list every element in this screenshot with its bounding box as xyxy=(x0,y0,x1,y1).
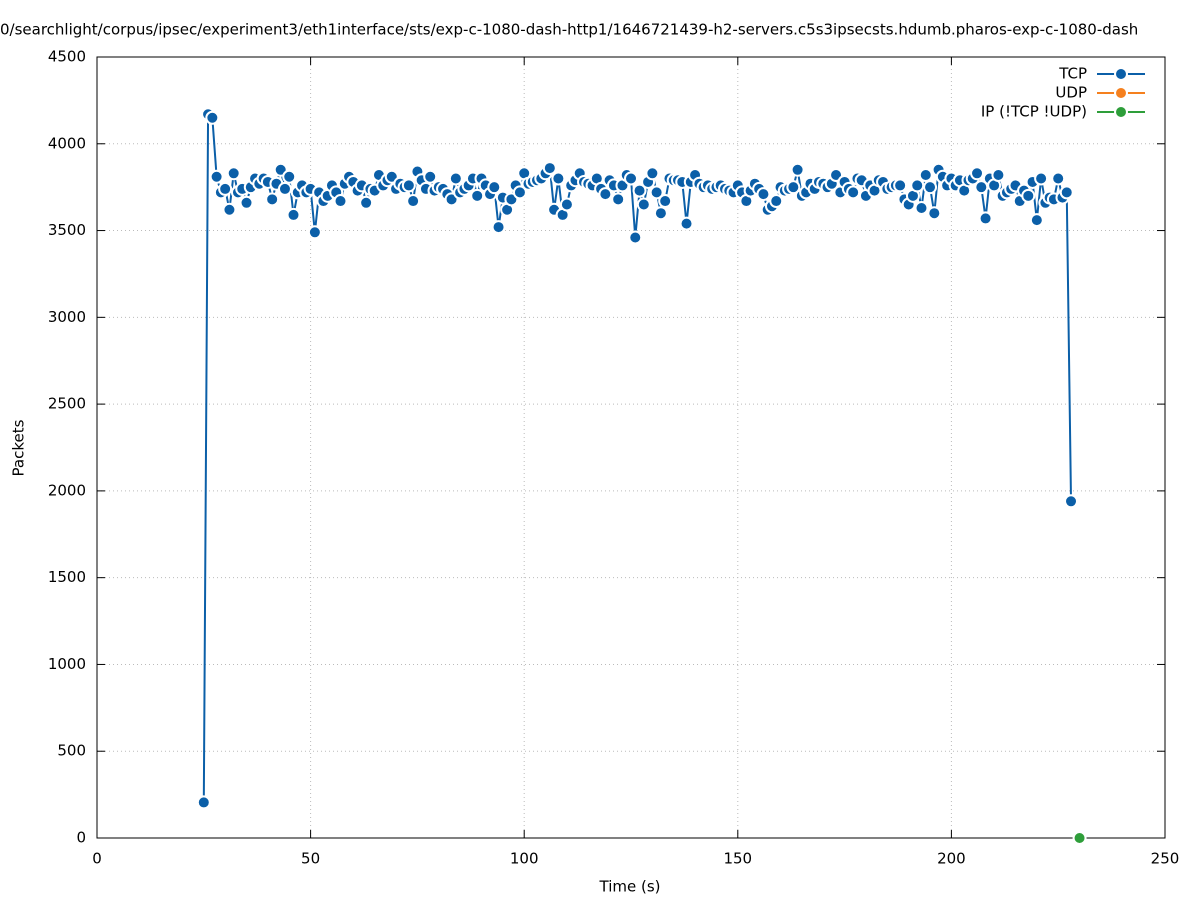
data-point xyxy=(645,166,660,181)
data-point xyxy=(1051,171,1066,186)
data-point xyxy=(286,207,301,222)
data-point xyxy=(551,171,566,186)
data-point xyxy=(756,187,771,202)
x-tick-label: 150 xyxy=(723,850,752,868)
data-point xyxy=(542,161,557,176)
y-tick-label: 500 xyxy=(57,742,86,760)
data-point xyxy=(1029,213,1044,228)
y-tick-label: 3500 xyxy=(48,221,86,239)
data-point xyxy=(1064,494,1079,509)
data-point xyxy=(359,195,374,210)
x-tick-label: 50 xyxy=(301,850,320,868)
legend-marker xyxy=(1114,105,1128,119)
legend-marker xyxy=(1114,86,1128,100)
data-point xyxy=(846,185,861,200)
legend-label: TCP xyxy=(1058,65,1087,83)
data-point xyxy=(786,180,801,195)
data-point xyxy=(978,211,993,226)
x-axis-label: Time (s) xyxy=(599,878,661,896)
data-point xyxy=(991,168,1006,183)
data-point xyxy=(277,181,292,196)
data-point xyxy=(1021,188,1036,203)
data-point xyxy=(790,162,805,177)
y-tick-label: 4000 xyxy=(48,134,86,152)
data-point xyxy=(598,187,613,202)
data-point xyxy=(636,197,651,212)
data-point xyxy=(893,178,908,193)
data-point xyxy=(1072,831,1087,845)
data-point xyxy=(628,230,643,245)
data-point xyxy=(679,216,694,231)
chart-title: 0/searchlight/corpus/ipsec/experiment3/e… xyxy=(0,21,1138,39)
x-tick-label: 0 xyxy=(92,850,102,868)
data-point xyxy=(209,169,224,184)
data-point xyxy=(196,795,211,810)
data-point xyxy=(1034,171,1049,186)
data-point xyxy=(624,171,638,186)
y-tick-label: 2000 xyxy=(48,481,86,499)
data-point xyxy=(653,206,668,221)
x-tick-label: 250 xyxy=(1151,850,1180,868)
legend-marker xyxy=(1114,67,1128,81)
data-point xyxy=(769,194,784,209)
data-point xyxy=(401,178,416,193)
data-point xyxy=(927,206,942,221)
data-point xyxy=(239,195,254,210)
data-point xyxy=(923,180,938,195)
y-tick-label: 1000 xyxy=(48,655,86,673)
data-point xyxy=(265,192,280,207)
x-tick-label: 100 xyxy=(510,850,539,868)
plot-border xyxy=(96,56,1166,839)
series-line xyxy=(202,112,1073,803)
data-point xyxy=(974,180,989,195)
data-point xyxy=(491,220,506,235)
legend-label: IP (!TCP !UDP) xyxy=(981,103,1087,121)
data-point xyxy=(470,188,485,203)
data-point xyxy=(918,168,933,183)
data-point xyxy=(226,166,241,181)
data-point xyxy=(559,197,574,212)
data-point xyxy=(406,194,421,209)
y-tick-label: 1500 xyxy=(48,568,86,586)
data-point xyxy=(423,169,438,184)
data-point xyxy=(914,200,929,215)
y-axis-label: Packets xyxy=(10,419,28,476)
data-point xyxy=(218,181,233,196)
x-tick-label: 200 xyxy=(937,850,966,868)
legend-label: UDP xyxy=(1055,84,1087,102)
data-point xyxy=(205,110,220,125)
data-point xyxy=(333,194,348,209)
data-point xyxy=(222,202,237,217)
data-point xyxy=(307,225,322,240)
data-point xyxy=(970,166,985,181)
y-tick-label: 4500 xyxy=(48,48,86,66)
data-point xyxy=(632,183,647,198)
data-point xyxy=(658,194,673,209)
data-point xyxy=(649,185,664,200)
data-point xyxy=(487,180,502,195)
y-tick-label: 2500 xyxy=(48,395,86,413)
data-point xyxy=(448,171,463,186)
data-point xyxy=(282,169,297,184)
y-tick-label: 3000 xyxy=(48,308,86,326)
y-tick-label: 0 xyxy=(76,829,86,847)
data-point xyxy=(910,178,925,193)
data-point xyxy=(512,185,527,200)
data-point xyxy=(1059,185,1074,200)
data-point xyxy=(611,192,626,207)
